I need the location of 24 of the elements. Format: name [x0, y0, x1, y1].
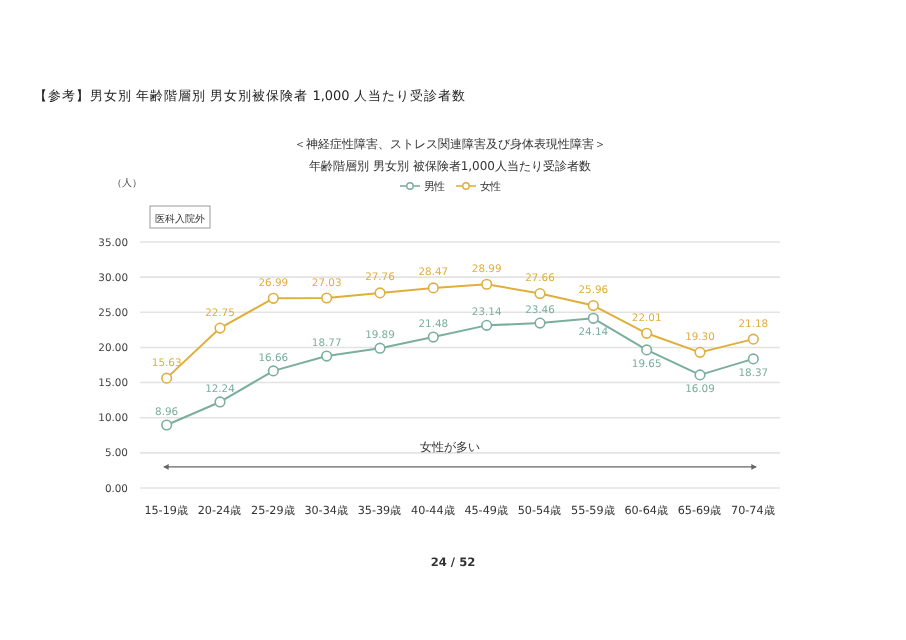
point — [374, 342, 386, 354]
point — [267, 365, 279, 377]
point — [161, 372, 173, 384]
point — [534, 287, 546, 300]
point — [427, 282, 439, 294]
point — [321, 350, 333, 362]
point — [694, 369, 706, 381]
point — [214, 322, 226, 334]
point — [374, 287, 386, 299]
point — [641, 344, 653, 356]
point — [267, 292, 279, 304]
point — [534, 317, 546, 329]
point — [587, 299, 599, 312]
point — [481, 319, 493, 331]
point — [641, 327, 653, 339]
point — [161, 419, 173, 431]
point — [481, 278, 493, 290]
point — [321, 292, 333, 304]
point — [747, 333, 759, 345]
point — [747, 353, 759, 365]
point — [214, 396, 226, 408]
point — [587, 312, 599, 324]
point — [694, 346, 706, 358]
point — [427, 331, 439, 343]
